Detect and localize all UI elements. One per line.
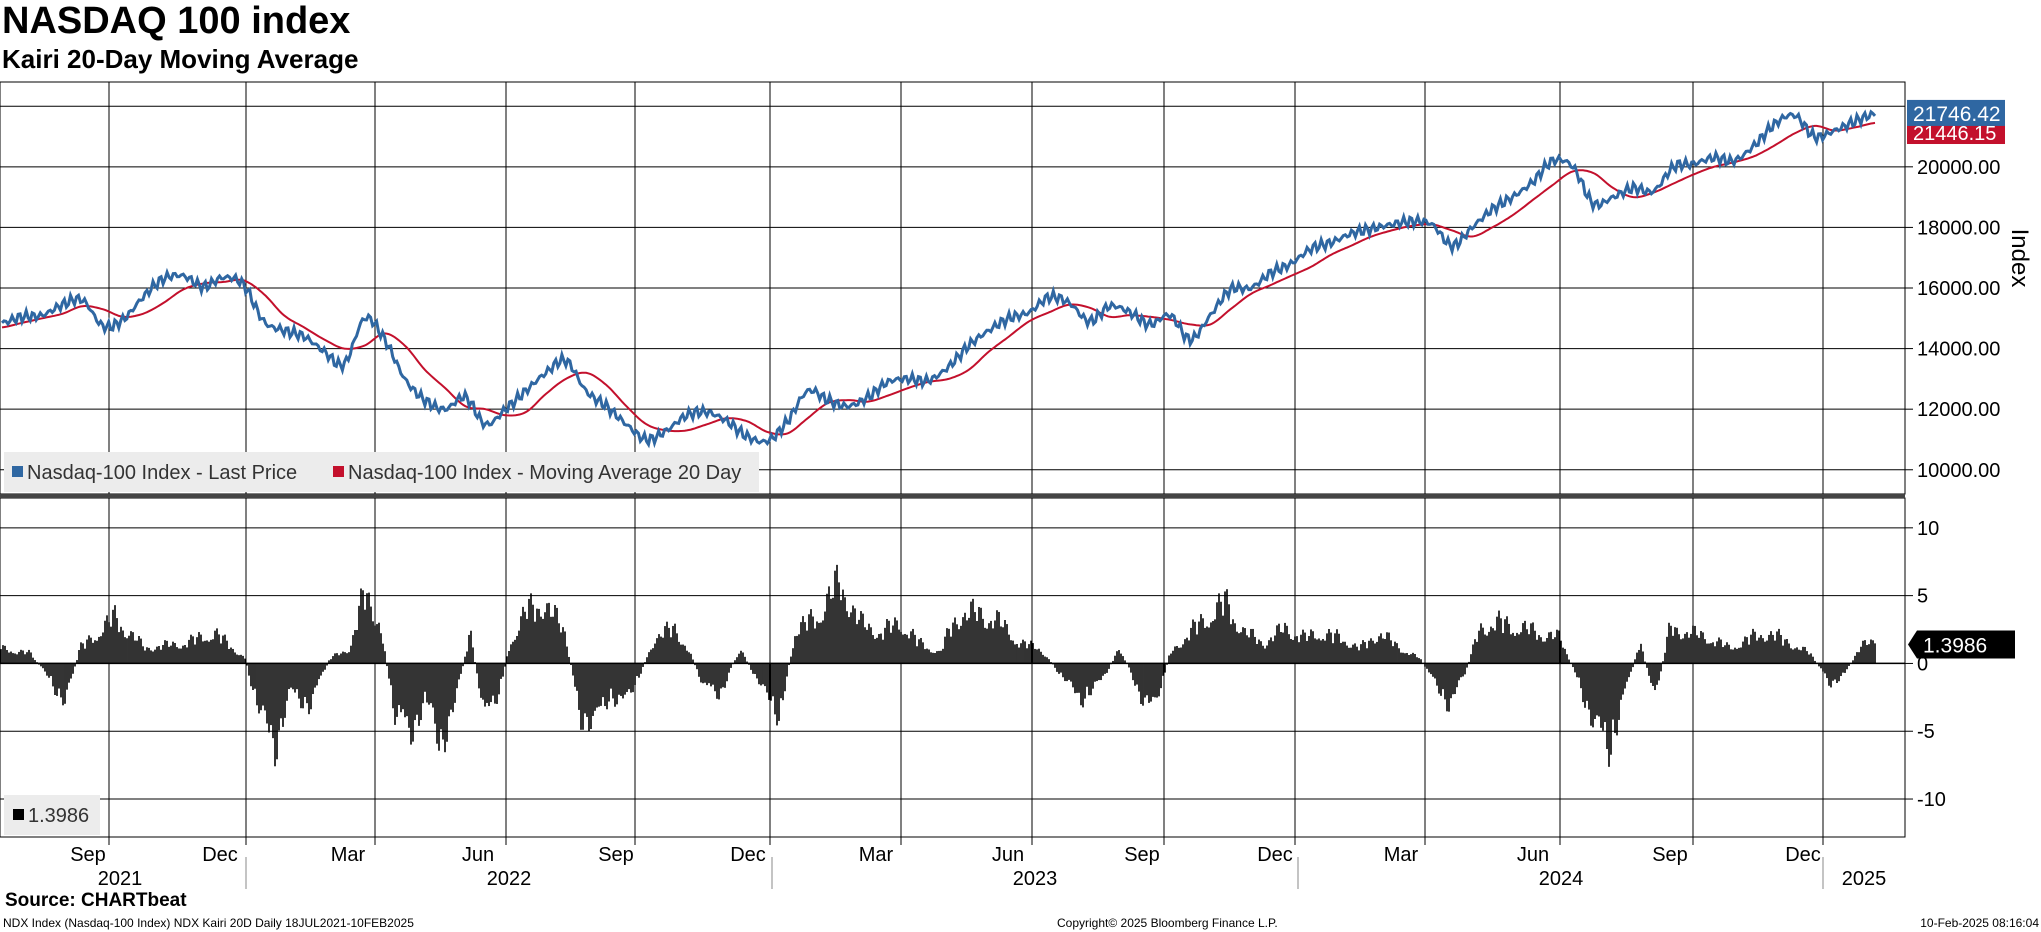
ma-last-value-flag (1907, 122, 2005, 145)
legend-label-moving-average: Nasdaq-100 Index - Moving Average 20 Day (348, 462, 741, 484)
moving-average-line (1, 121, 1876, 436)
legend-label-kairi: 1.3986 (28, 805, 89, 827)
bottom-y-tick-label: 0 (1917, 653, 1928, 675)
footer-timestamp: 10-Feb-2025 08:16:04 (1920, 916, 2039, 930)
top-y-tick-label: 18000.00 (1917, 217, 2000, 239)
ma-last-value-label: 21446.15 (1913, 123, 1996, 145)
kairi-last-value-flag (1908, 630, 2015, 659)
legend-swatch-kairi (13, 809, 24, 820)
footer-copyright: Copyright© 2025 Bloomberg Finance L.P. (1057, 916, 1278, 930)
top-y-axis-title: Index (2006, 229, 2033, 288)
panel-separator (0, 494, 1905, 498)
x-year-label: 2022 (487, 868, 532, 890)
price-last-value-label: 21746.42 (1913, 103, 2001, 126)
x-month-label: Mar (331, 844, 366, 866)
top-y-tick-label: 12000.00 (1917, 399, 2000, 421)
page-subtitle: Kairi 20-Day Moving Average (2, 44, 359, 74)
x-month-label: Sep (598, 844, 634, 866)
kairi-last-value-label: 1.3986 (1923, 634, 1987, 657)
top-y-tick-label: 20000.00 (1917, 157, 2000, 179)
x-month-label: Dec (1257, 844, 1293, 866)
x-year-label: 2021 (98, 868, 143, 890)
x-month-label: Sep (1652, 844, 1688, 866)
bottom-y-tick-label: 5 (1917, 586, 1928, 608)
x-month-label: Dec (202, 844, 238, 866)
x-month-label: Jun (992, 844, 1024, 866)
footer-ticker-info: NDX Index (Nasdaq-100 Index) NDX Kairi 2… (3, 916, 414, 930)
x-month-label: Jun (462, 844, 494, 866)
top-y-tick-label: 16000.00 (1917, 278, 2000, 300)
legend-swatch-last-price (12, 466, 23, 477)
top-y-tick-label: 10000.00 (1917, 460, 2000, 482)
bottom-y-tick-label: -10 (1917, 789, 1946, 811)
x-month-label: Dec (1785, 844, 1821, 866)
x-year-label: 2023 (1013, 868, 1058, 890)
x-year-label: 2025 (1842, 868, 1887, 890)
x-month-label: Dec (730, 844, 766, 866)
source-note: Source: CHARTbeat (5, 890, 187, 911)
top-legend-box (4, 452, 759, 492)
x-month-label: Sep (1124, 844, 1160, 866)
x-month-label: Jun (1517, 844, 1549, 866)
last-price-line (0, 109, 1877, 449)
page-title: NASDAQ 100 index (2, 0, 351, 42)
top-y-tick-label: 14000.00 (1917, 339, 2000, 361)
x-month-label: Sep (70, 844, 106, 866)
x-month-label: Mar (859, 844, 894, 866)
bottom-y-tick-label: 10 (1917, 518, 1939, 540)
bottom-y-tick-label: -5 (1917, 721, 1935, 743)
legend-label-last-price: Nasdaq-100 Index - Last Price (27, 462, 297, 484)
x-month-label: Mar (1384, 844, 1419, 866)
x-year-label: 2024 (1539, 868, 1584, 890)
legend-swatch-moving-average (333, 466, 344, 477)
price-last-value-flag (1907, 99, 2005, 126)
